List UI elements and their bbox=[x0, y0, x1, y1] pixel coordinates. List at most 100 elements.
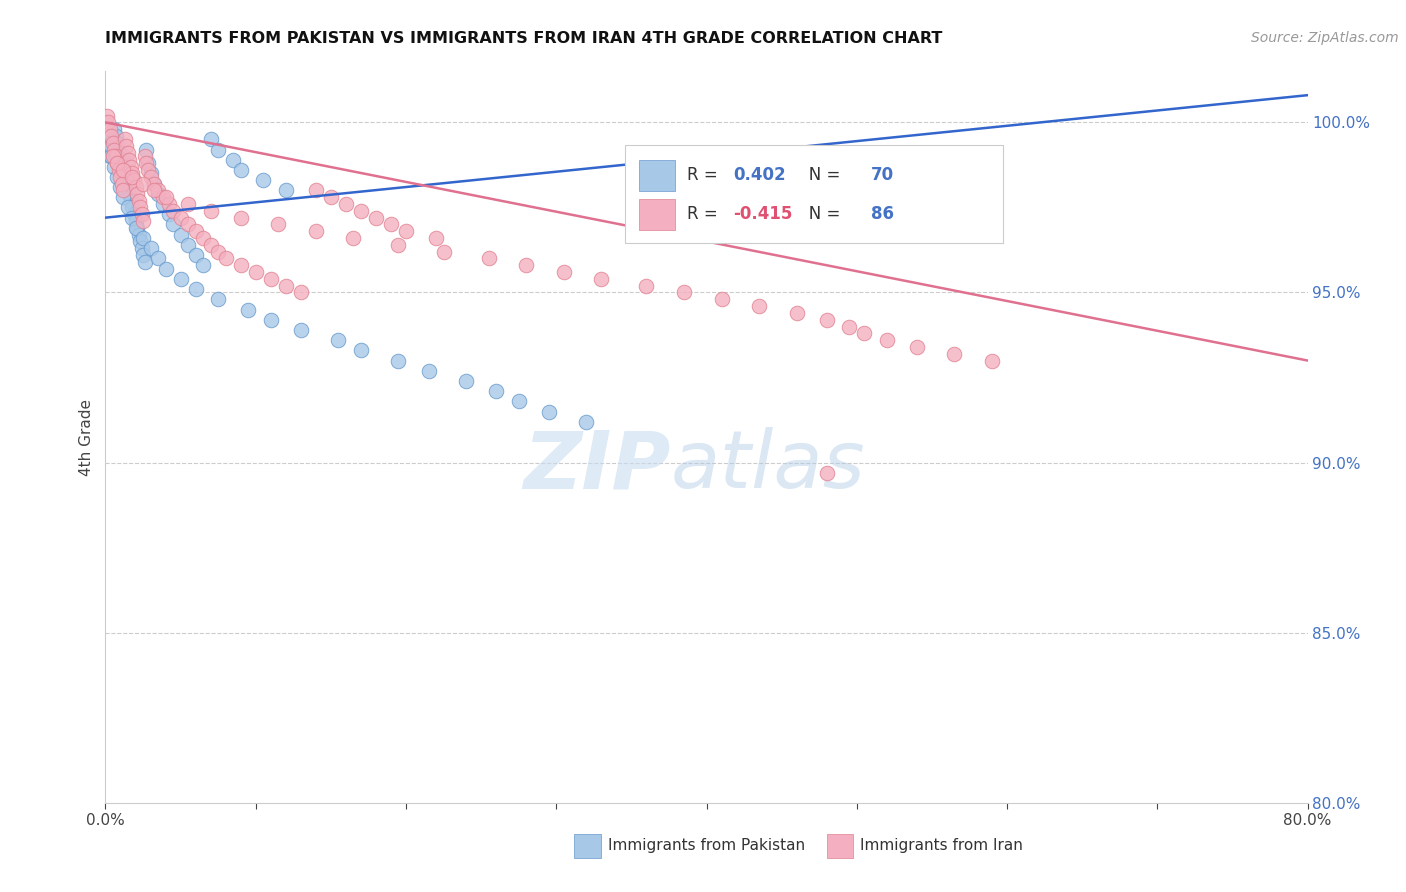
Point bbox=[100, 149, 122, 163]
Point bbox=[274, 278, 297, 293]
Point bbox=[103, 143, 125, 157]
Point bbox=[146, 186, 169, 201]
Text: N =: N = bbox=[793, 166, 845, 185]
Point bbox=[121, 201, 143, 215]
Point bbox=[107, 136, 129, 150]
Point bbox=[152, 190, 174, 204]
Point bbox=[319, 190, 342, 204]
Text: 86: 86 bbox=[872, 205, 894, 223]
Point bbox=[132, 214, 155, 228]
Point bbox=[418, 364, 440, 378]
Point bbox=[124, 180, 146, 194]
Point bbox=[120, 160, 142, 174]
Point bbox=[100, 128, 122, 143]
Point bbox=[107, 156, 129, 170]
Point bbox=[478, 252, 501, 266]
Point bbox=[177, 238, 200, 252]
Point bbox=[125, 220, 148, 235]
Text: 70: 70 bbox=[872, 166, 894, 185]
Point bbox=[456, 374, 478, 388]
FancyBboxPatch shape bbox=[624, 145, 1004, 244]
Point bbox=[101, 149, 124, 163]
Point bbox=[98, 149, 121, 163]
Point bbox=[229, 163, 252, 178]
Point bbox=[135, 156, 157, 170]
Point bbox=[748, 299, 770, 313]
Point bbox=[111, 177, 134, 191]
Point bbox=[274, 183, 297, 197]
Point bbox=[260, 312, 283, 326]
Point bbox=[162, 218, 184, 232]
Point bbox=[395, 224, 418, 238]
Point bbox=[387, 353, 409, 368]
Point bbox=[117, 201, 139, 215]
Point bbox=[267, 218, 290, 232]
Text: Source: ZipAtlas.com: Source: ZipAtlas.com bbox=[1251, 31, 1399, 45]
Point bbox=[184, 248, 207, 262]
Point bbox=[146, 252, 169, 266]
Point bbox=[132, 231, 155, 245]
Point bbox=[124, 214, 146, 228]
Point bbox=[157, 197, 180, 211]
Point bbox=[853, 326, 876, 341]
Point bbox=[191, 231, 214, 245]
Point bbox=[432, 244, 454, 259]
Point bbox=[200, 132, 222, 146]
Point bbox=[328, 333, 350, 347]
Point bbox=[876, 333, 898, 347]
Point bbox=[117, 146, 139, 161]
Point bbox=[115, 173, 138, 187]
Point bbox=[515, 258, 537, 272]
Point bbox=[553, 265, 575, 279]
Point bbox=[139, 241, 162, 255]
Point bbox=[364, 211, 387, 225]
Point bbox=[169, 211, 191, 225]
Point bbox=[103, 160, 125, 174]
Point bbox=[508, 394, 530, 409]
Point bbox=[162, 203, 184, 218]
Point bbox=[485, 384, 508, 399]
Point bbox=[591, 272, 613, 286]
Point bbox=[132, 177, 155, 191]
Point bbox=[142, 177, 165, 191]
Point bbox=[100, 139, 122, 153]
Point bbox=[110, 169, 132, 184]
Point bbox=[112, 149, 135, 163]
Point bbox=[121, 211, 143, 225]
Point bbox=[114, 132, 136, 146]
Point bbox=[129, 201, 152, 215]
Point bbox=[177, 197, 200, 211]
Point bbox=[111, 160, 134, 174]
FancyBboxPatch shape bbox=[574, 834, 600, 858]
Point bbox=[943, 347, 966, 361]
Point bbox=[290, 323, 312, 337]
Text: -0.415: -0.415 bbox=[733, 205, 793, 223]
Point bbox=[121, 169, 143, 184]
Point bbox=[114, 166, 136, 180]
Point bbox=[672, 285, 695, 300]
Point bbox=[118, 153, 141, 167]
Point bbox=[129, 235, 152, 249]
Point bbox=[97, 143, 120, 157]
Point bbox=[380, 218, 402, 232]
Point bbox=[425, 231, 447, 245]
Point bbox=[191, 258, 214, 272]
Point bbox=[636, 278, 658, 293]
Point bbox=[117, 180, 139, 194]
Point bbox=[169, 227, 191, 242]
Point bbox=[108, 146, 131, 161]
Point bbox=[96, 109, 118, 123]
Point bbox=[124, 220, 146, 235]
Point bbox=[122, 173, 145, 187]
Point bbox=[139, 169, 162, 184]
Point bbox=[229, 211, 252, 225]
Point bbox=[200, 238, 222, 252]
Point bbox=[350, 343, 373, 358]
Point bbox=[139, 166, 162, 180]
Point bbox=[305, 224, 328, 238]
Point bbox=[786, 306, 808, 320]
Point bbox=[815, 466, 838, 480]
Point bbox=[252, 173, 274, 187]
Text: Immigrants from Pakistan: Immigrants from Pakistan bbox=[607, 838, 806, 854]
Point bbox=[131, 207, 153, 221]
